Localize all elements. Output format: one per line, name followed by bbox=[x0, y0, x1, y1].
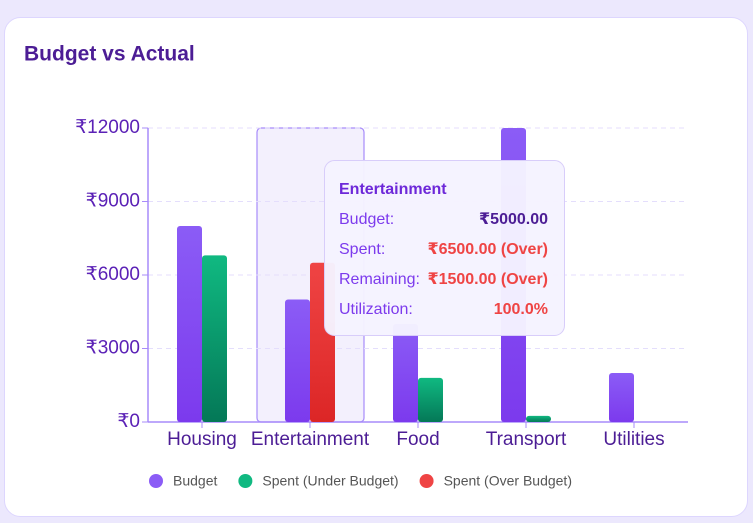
tooltip-value: 100.0% bbox=[494, 301, 548, 318]
legend-label: Spent (Under Budget) bbox=[262, 473, 398, 489]
tooltip-label: Spent: bbox=[339, 241, 385, 258]
tooltip-label: Budget: bbox=[339, 211, 394, 228]
bar bbox=[393, 324, 418, 422]
legend-swatch bbox=[149, 474, 163, 488]
legend-label: Spent (Over Budget) bbox=[444, 473, 572, 489]
x-tick-label: Food bbox=[396, 429, 439, 450]
x-tick-label: Transport bbox=[486, 429, 567, 450]
legend-swatch bbox=[419, 474, 434, 488]
legend-label: Budget bbox=[173, 473, 217, 489]
chart-title: Budget vs Actual bbox=[24, 43, 195, 66]
y-tick-label: ₹9000 bbox=[86, 191, 140, 212]
y-tick-label: ₹3000 bbox=[86, 338, 140, 359]
tooltip-value: ₹5000.00 bbox=[479, 211, 548, 228]
bar bbox=[285, 299, 310, 422]
tooltip-value: ₹6500.00 (Over) bbox=[427, 241, 548, 258]
tooltip bbox=[324, 160, 565, 336]
x-tick-label: Entertainment bbox=[251, 429, 370, 450]
y-tick-label: ₹12000 bbox=[75, 117, 140, 138]
y-tick-label: ₹6000 bbox=[86, 264, 140, 285]
x-tick-label: Housing bbox=[167, 429, 237, 450]
tooltip-value: ₹1500.00 (Over) bbox=[427, 271, 548, 288]
tooltip-title: Entertainment bbox=[339, 181, 447, 198]
x-tick-label: Utilities bbox=[603, 429, 664, 450]
bar bbox=[177, 226, 202, 422]
y-tick-label: ₹0 bbox=[117, 411, 140, 432]
legend-swatch bbox=[238, 474, 253, 488]
bar bbox=[418, 377, 443, 422]
bar bbox=[609, 373, 634, 422]
tooltip-label: Remaining: bbox=[339, 271, 420, 288]
bar bbox=[202, 255, 227, 422]
bar bbox=[526, 415, 551, 422]
tooltip-label: Utilization: bbox=[339, 301, 413, 318]
